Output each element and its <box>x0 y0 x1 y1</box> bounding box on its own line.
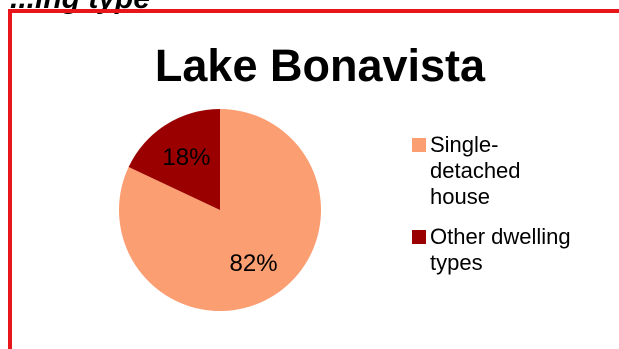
frame-top-border <box>8 9 619 13</box>
legend-label-single-detached: Single-detached house <box>430 132 521 209</box>
pie-data-label-other-dwelling: 18% <box>162 144 210 171</box>
frame-left-border <box>8 9 12 349</box>
legend-item-other-dwelling: Other dwelling types <box>412 224 617 276</box>
chart-title: Lake Bonavista <box>154 40 486 91</box>
legend-item-single-detached: Single-detached house <box>412 132 617 210</box>
pie-data-label-single-detached: 82% <box>230 250 278 277</box>
legend-swatch-other-dwelling <box>412 230 426 244</box>
legend-swatch-single-detached <box>412 138 426 152</box>
legend-label-other-dwelling: Other dwelling types <box>430 224 571 275</box>
pie-slice-other-dwelling <box>128 109 220 210</box>
chart-legend: Single-detached house Other dwelling typ… <box>412 132 617 290</box>
